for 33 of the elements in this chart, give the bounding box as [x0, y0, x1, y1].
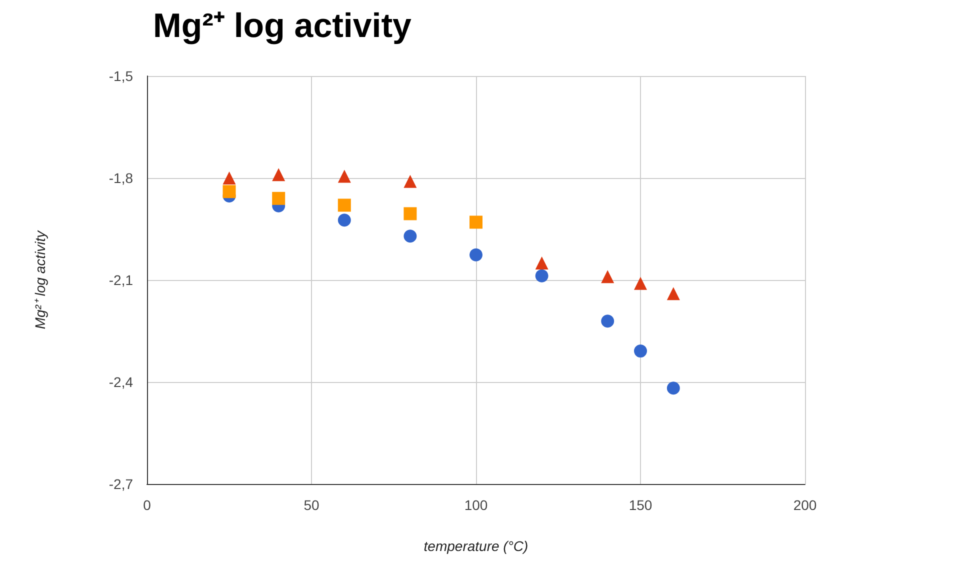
y-tick-label: -1,5 [108, 68, 134, 84]
x-tick-label: 0 [143, 497, 152, 513]
point [404, 230, 417, 243]
point [470, 216, 482, 229]
point [222, 185, 236, 198]
x-tick-label: 50 [304, 497, 320, 513]
y-tick-label: -2,1 [108, 272, 134, 288]
point [634, 276, 647, 290]
point [404, 174, 417, 188]
point [535, 256, 548, 270]
point [338, 214, 351, 227]
x-axis-title: temperature (°C) [424, 538, 528, 554]
point [666, 382, 680, 395]
chart-title: Mg²⁺ log activity [153, 7, 412, 45]
point [404, 207, 417, 220]
point [470, 248, 482, 262]
point [338, 198, 351, 212]
point [272, 192, 286, 205]
y-tick-label: -2,7 [108, 476, 134, 492]
x-tick-label: 150 [628, 497, 652, 513]
y-axis-title: Mg²⁺ log activity [32, 230, 48, 330]
point [338, 170, 351, 183]
y-tick-label: -2,4 [108, 374, 134, 390]
point [535, 269, 548, 282]
y-tick-label: -1,8 [108, 170, 134, 186]
point [601, 314, 614, 328]
point [601, 270, 614, 284]
point [634, 344, 647, 358]
x-tick-label: 100 [464, 497, 488, 513]
x-tick-label: 200 [793, 497, 817, 513]
point [272, 168, 286, 182]
point [666, 287, 680, 300]
point [222, 172, 236, 184]
